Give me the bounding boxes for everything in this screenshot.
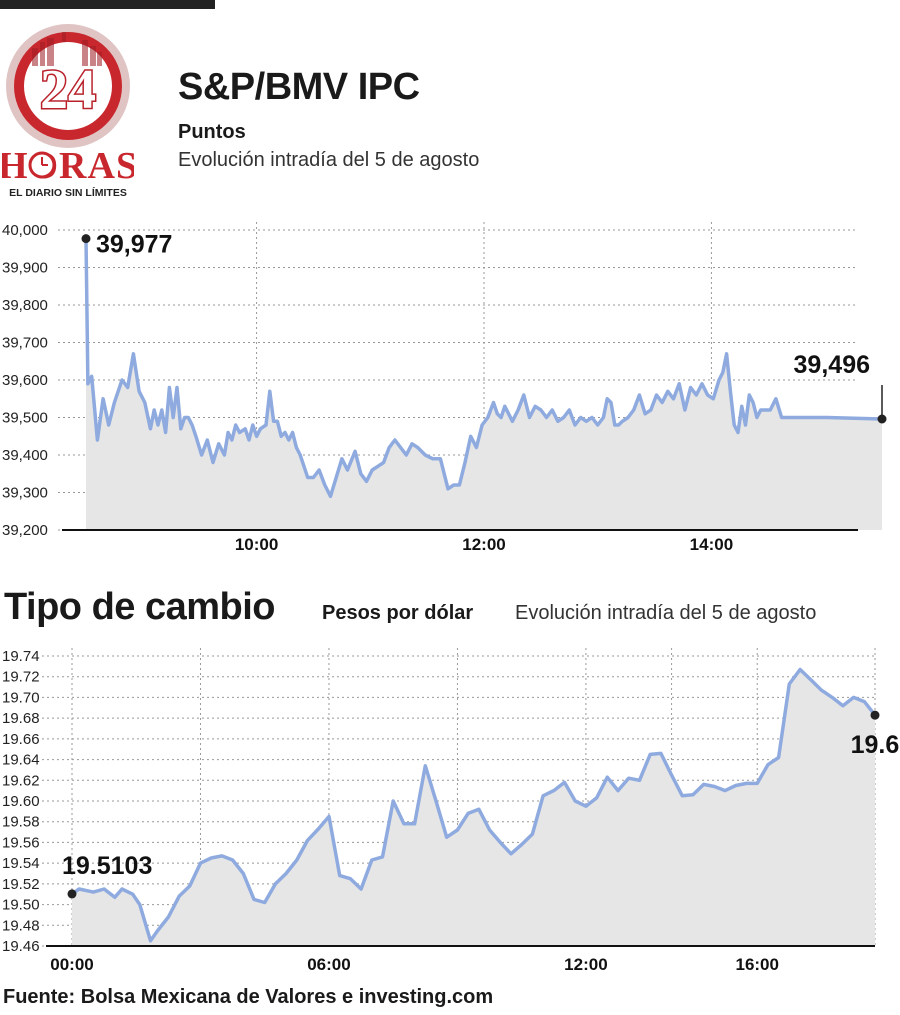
chart2-title: Tipo de cambio: [4, 586, 276, 628]
x-tick-label: 14:00: [690, 535, 733, 554]
x-tick-label: 12:00: [462, 535, 505, 554]
x-tick-label: 12:00: [564, 955, 607, 974]
chart2-units: Pesos por dólar: [322, 602, 474, 624]
logo-number: 24: [40, 59, 96, 121]
y-tick-label: 19.50: [2, 897, 40, 914]
y-tick-label: 19.68: [2, 710, 40, 727]
y-tick-label: 19.72: [2, 669, 40, 686]
y-tick-label: 19.54: [2, 855, 40, 872]
annotation-marker: [870, 710, 880, 720]
annotation-label: 39,977: [96, 231, 172, 259]
y-tick-label: 19.60: [2, 793, 40, 810]
ipc-chart: 40,000 39,900 39,800 39,700 39,600 39,500 39,4…: [2, 222, 887, 554]
series-line: [70, 667, 877, 943]
y-tick-label: 19.46: [2, 938, 40, 955]
annotation-label: 39,496: [794, 351, 870, 379]
y-tick-label: 39,200: [2, 522, 48, 539]
y-tick-label: 39,700: [2, 335, 48, 352]
newspaper-logo: 24 HORAS EL DIARIO SIN LÍMITES: [2, 24, 134, 199]
annotation-marker: [81, 234, 91, 244]
annotation-marker: [67, 889, 77, 899]
x-tick-label: 10:00: [235, 535, 278, 554]
y-tick-label: 19.58: [2, 814, 40, 831]
y-tick-label: 19.74: [2, 648, 40, 665]
y-tick-label: 19.56: [2, 834, 40, 851]
y-tick-label: 39,300: [2, 485, 48, 502]
logo-tagline: EL DIARIO SIN LÍMITES: [9, 186, 127, 199]
x-tick-label: 06:00: [307, 955, 350, 974]
logo-city-skyline: [32, 32, 102, 66]
y-tick-label: 39,500: [2, 410, 48, 427]
y-tick-label: 39,900: [2, 260, 48, 277]
chart1-title: S&P/BMV IPC: [178, 66, 420, 108]
x-tick-label: 00:00: [50, 955, 93, 974]
chart1-units: Puntos: [178, 121, 246, 143]
exchange-rate-chart: 19.74 19.72 19.70 19.68 19.66 19.64 19.62 19.60…: [2, 648, 900, 974]
top-accent-bar: [0, 0, 215, 9]
y-tick-label: 19.48: [2, 917, 40, 934]
y-tick-label: 19.66: [2, 731, 40, 748]
series-line: [84, 236, 884, 499]
y-tick-label: 19.70: [2, 689, 40, 706]
source-note: Fuente: Bolsa Mexicana de Valores e inve…: [3, 986, 494, 1008]
y-tick-label: 39,800: [2, 297, 48, 314]
chart1-subtitle: Evolución intradía del 5 de agosto: [178, 149, 480, 171]
chart2-subtitle: Evolución intradía del 5 de agosto: [515, 602, 817, 624]
series-area: [72, 669, 875, 946]
series-area: [86, 238, 882, 530]
y-tick-label: 40,000: [2, 222, 48, 239]
y-tick-label: 19.62: [2, 772, 40, 789]
x-tick-label: 16:00: [735, 955, 778, 974]
logo-word: HORAS: [2, 145, 134, 187]
annotation-label: 19.5103: [62, 852, 152, 880]
y-tick-label: 39,600: [2, 372, 48, 389]
y-tick-label: 19.64: [2, 752, 40, 769]
y-tick-label: 19.52: [2, 876, 40, 893]
y-tick-label: 39,400: [2, 447, 48, 464]
annotation-label: 19.6829: [851, 731, 900, 759]
